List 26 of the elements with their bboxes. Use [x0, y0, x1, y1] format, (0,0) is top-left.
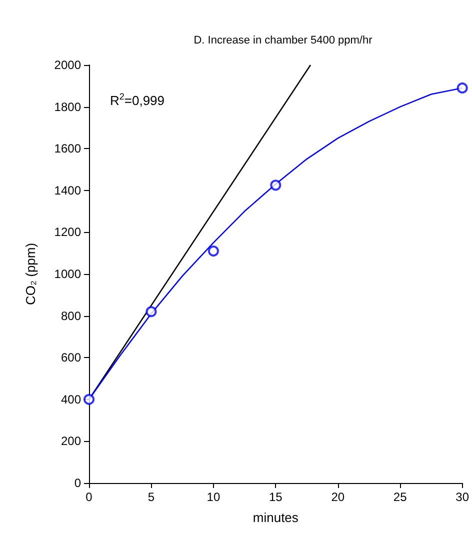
y-tick-label: 2000: [54, 58, 82, 72]
point: [270, 180, 282, 191]
y-tick-label: 1200: [54, 225, 82, 240]
x-tick-label: 20: [331, 490, 345, 504]
x-axis-title: minutes: [252, 510, 299, 525]
x-tick-label: 0: [86, 490, 93, 504]
y-tick-label: 1800: [54, 100, 82, 114]
y-axis-title: CO₂ (ppm): [23, 242, 38, 306]
point: [208, 246, 219, 257]
y-tick-label: 200: [60, 434, 82, 448]
point: [146, 306, 157, 318]
y-tick-label: 1600: [54, 142, 82, 156]
point: [456, 82, 468, 94]
x-tick-label: 30: [456, 490, 470, 504]
x-tick-label: 15: [268, 490, 283, 504]
x-tick-label: 25: [393, 490, 408, 504]
x-tick-label: 10: [206, 490, 220, 504]
y-tick-label: 1400: [54, 183, 82, 198]
chart-title: D. Increase in chamber 5400 ppm/hr: [194, 34, 373, 46]
y-tick-label: 600: [60, 350, 82, 365]
y-tick-label: 800: [60, 308, 82, 323]
x-tick-label: 5: [148, 490, 155, 504]
y-tick-label: 400: [60, 392, 82, 406]
y-tick-label: 1000: [54, 267, 82, 281]
y-tick-label: 0: [74, 476, 82, 490]
point: [84, 394, 94, 405]
